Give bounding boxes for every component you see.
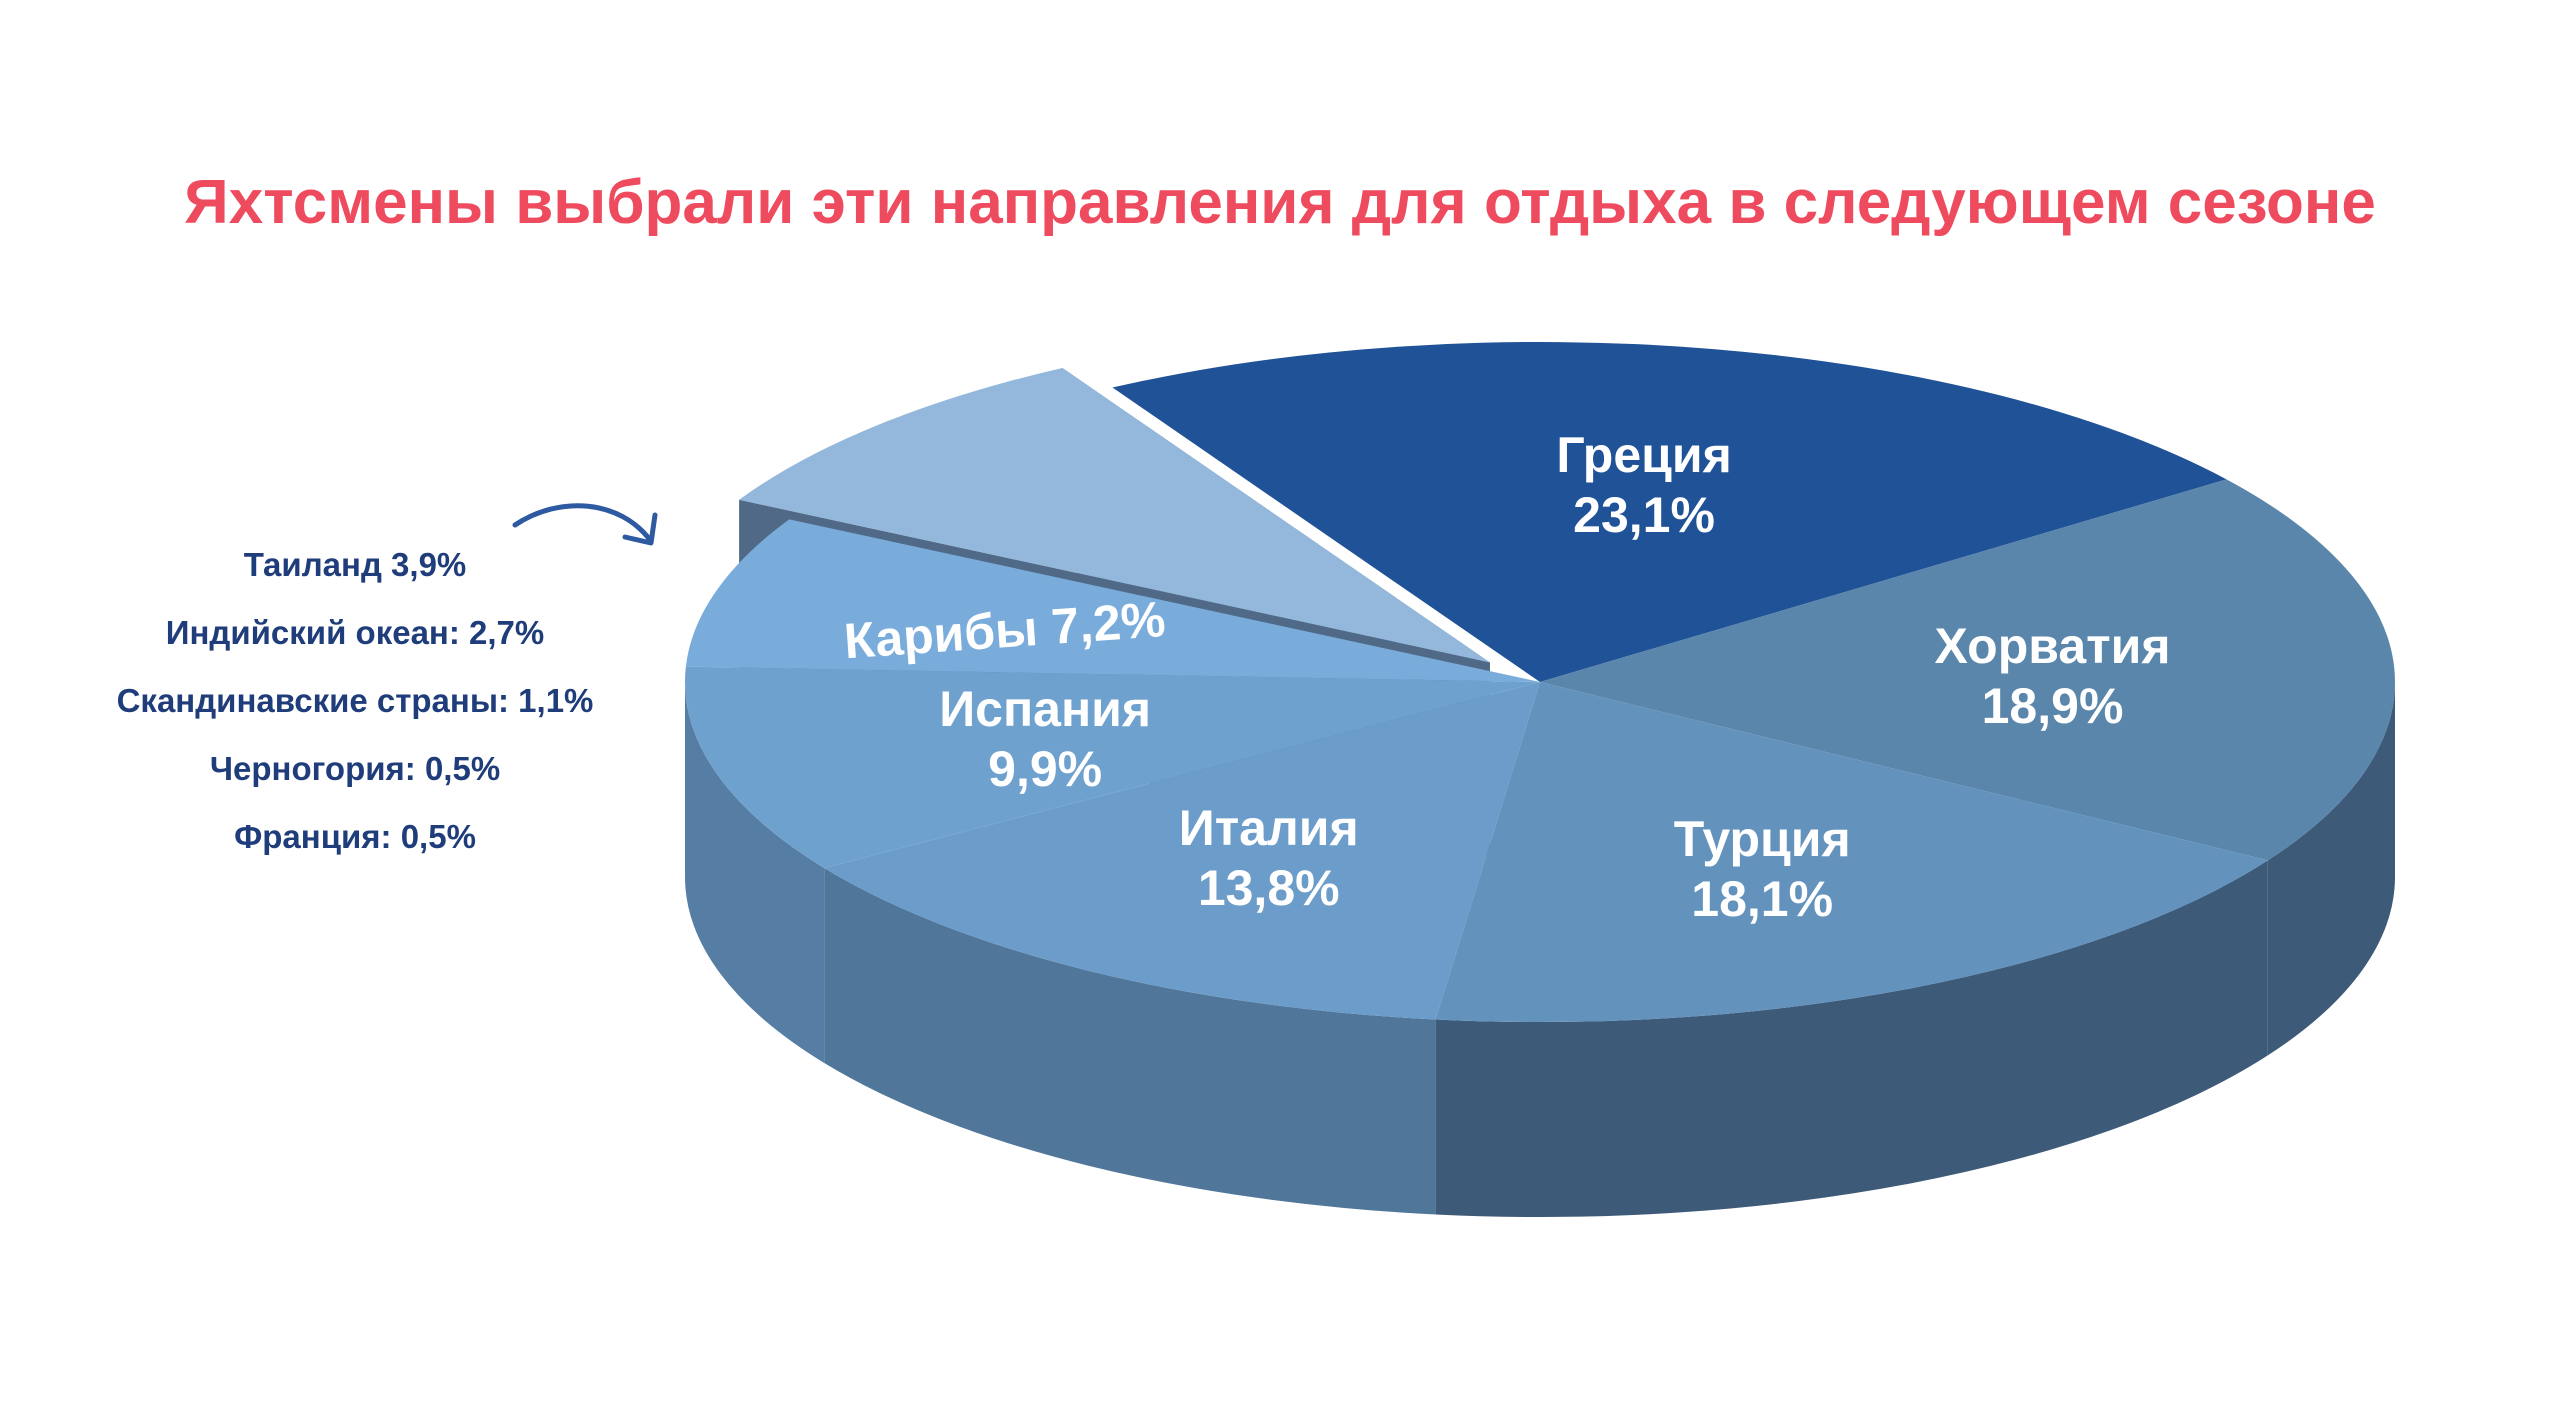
pie-slice-5 <box>685 519 1540 682</box>
pie-slice-0 <box>1112 342 2227 682</box>
pie-slice-2 <box>1435 682 2268 1022</box>
other-item-3: Черногория: 0,5% <box>210 750 500 787</box>
pie-top <box>685 342 2395 1022</box>
other-item-2: Скандинавские страны: 1,1% <box>117 682 594 719</box>
pie-side-1-0 <box>2267 682 2395 1056</box>
slice-label-3: Италия 13,8% <box>1179 800 1359 916</box>
slice-label-4: Испания 9,9% <box>939 681 1151 797</box>
pie-side-2-0 <box>1435 860 2268 1217</box>
pie-slice-6 <box>739 367 1490 663</box>
pie-side-3-0 <box>824 867 1436 1215</box>
pie-side-4-0 <box>685 682 825 1063</box>
other-item-0: Таиланд 3,9% <box>244 546 467 583</box>
slice-label-2: Турция 18,1% <box>1674 811 1851 927</box>
other-destinations-list: Таиланд 3,9% Индийский океан: 2,7% Скандин… <box>117 546 594 855</box>
other-item-1: Индийский океан: 2,7% <box>166 614 544 651</box>
pointer-arrow-icon <box>512 503 653 543</box>
other-item-4: Франция: 0,5% <box>234 818 476 855</box>
chart-title: Яхтсмены выбрали эти направления для отд… <box>184 168 2376 237</box>
slice-labels: Греция 23,1% Хорватия 18,9% Турция 18,1% Итали… <box>842 427 2170 927</box>
slice-label-0: Греция 23,1% <box>1556 427 1731 543</box>
pie-slice-1 <box>1540 479 2395 861</box>
pie-slice-3 <box>824 682 1540 1020</box>
slice-label-1: Хорватия 18,9% <box>1934 618 2170 734</box>
pie-slice-4 <box>685 666 1540 868</box>
pointer-arrow-head-icon <box>622 512 658 546</box>
